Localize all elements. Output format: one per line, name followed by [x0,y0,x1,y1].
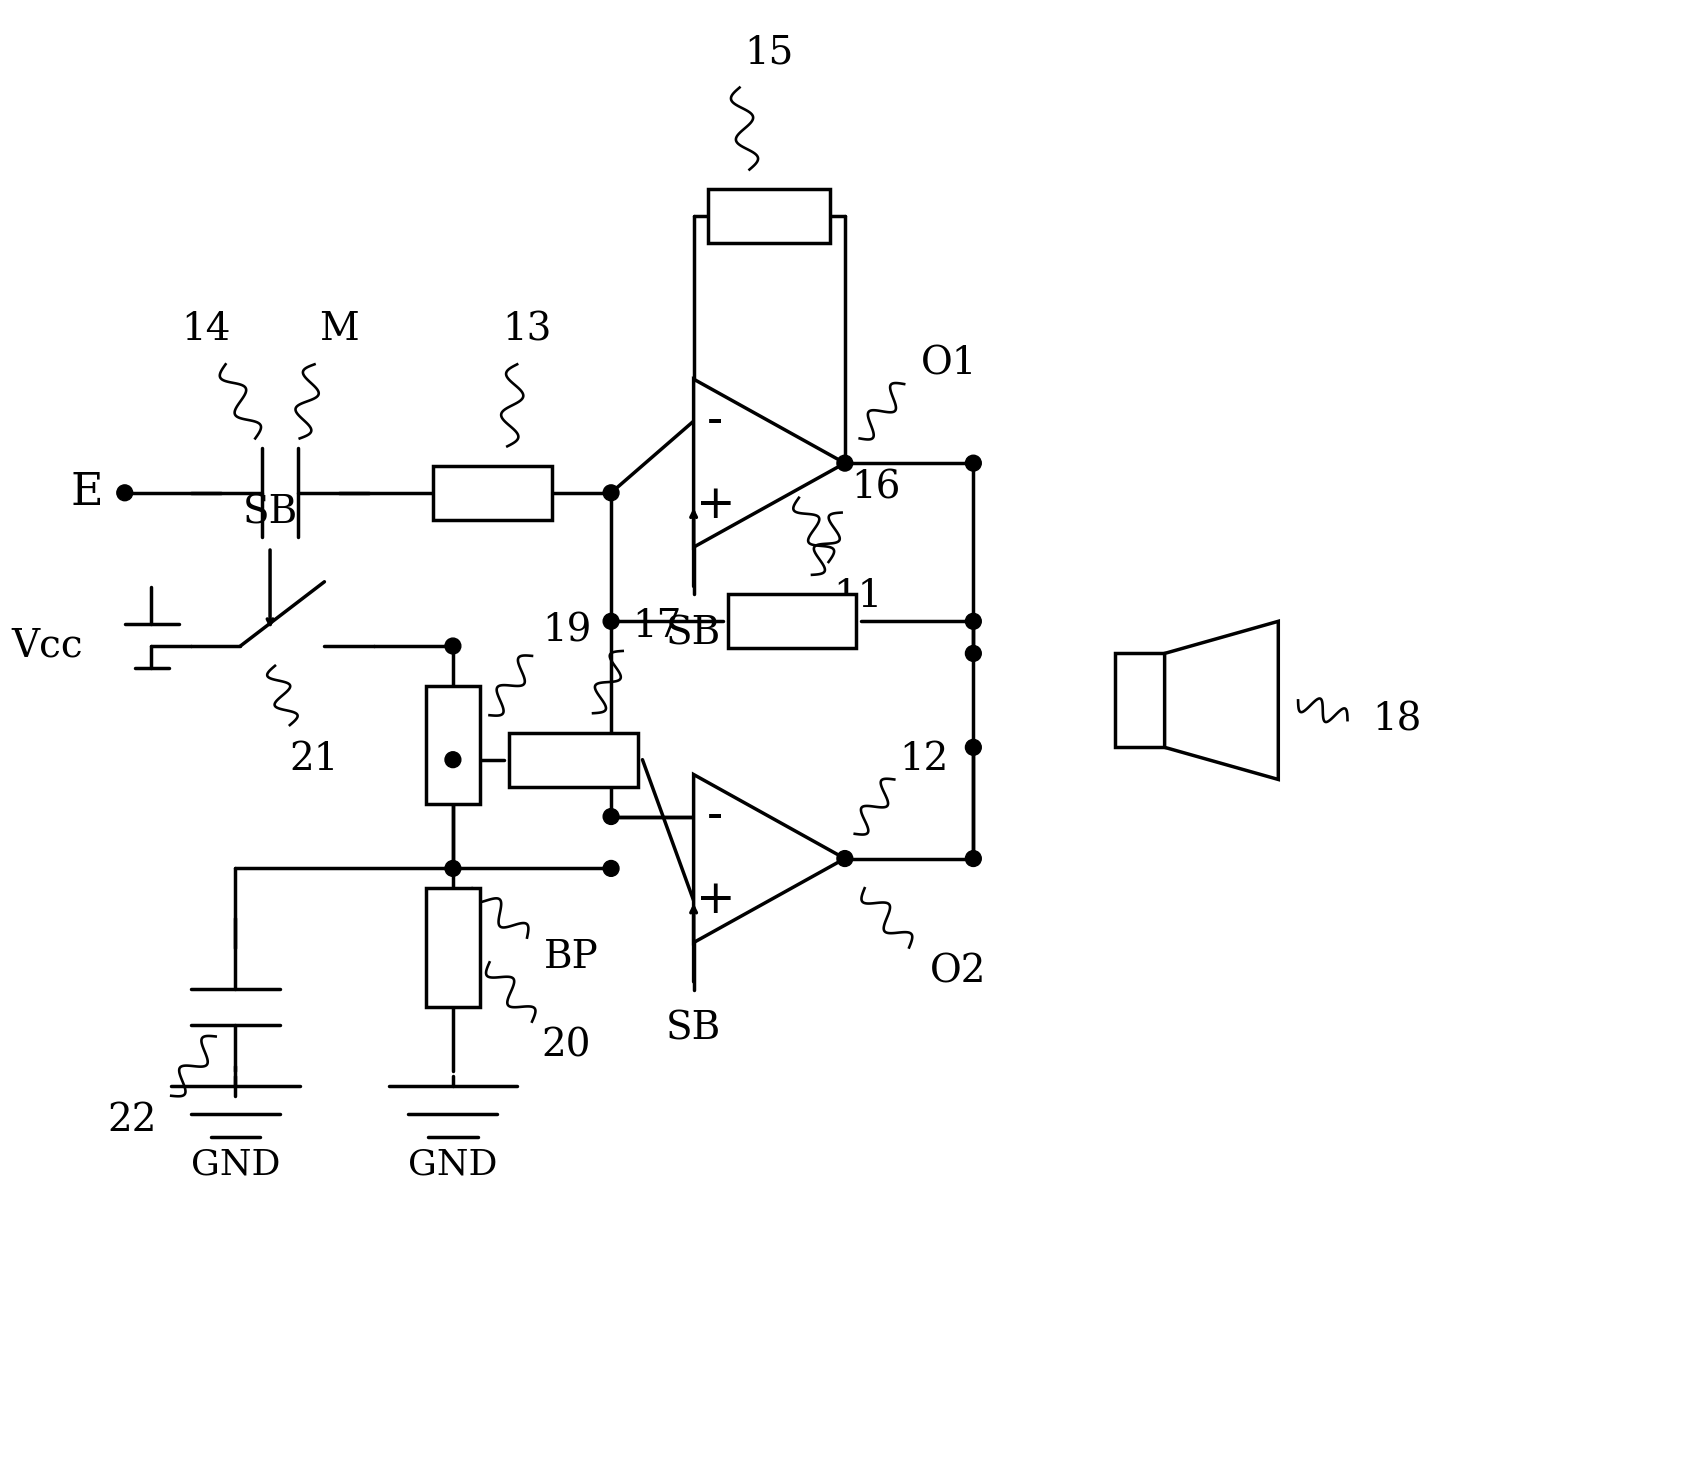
Circle shape [965,613,981,629]
Circle shape [446,752,461,768]
Bar [1115,654,1164,748]
Text: O2: O2 [930,954,987,991]
Polygon shape [1164,622,1278,780]
Circle shape [965,739,981,755]
Circle shape [965,456,981,471]
Text: 18: 18 [1373,702,1421,739]
Text: 20: 20 [542,1028,592,1064]
Text: 22: 22 [108,1102,156,1139]
Text: 14: 14 [182,311,230,349]
Circle shape [604,613,619,629]
Circle shape [965,850,981,866]
Bar [434,466,552,520]
Circle shape [604,861,619,877]
Polygon shape [693,774,844,943]
Circle shape [604,809,619,824]
Text: 11: 11 [834,578,883,616]
Text: Vcc: Vcc [12,627,82,664]
Circle shape [116,485,133,501]
Bar [708,189,829,243]
Circle shape [446,638,461,654]
Text: 17: 17 [632,608,681,645]
Circle shape [838,456,853,471]
Text: O1: O1 [920,346,977,383]
Text: 19: 19 [542,613,592,649]
Text: BP: BP [545,938,599,976]
Text: 21: 21 [289,742,340,778]
Polygon shape [693,380,844,547]
Bar [510,733,637,787]
Text: 15: 15 [745,34,794,72]
Circle shape [838,850,853,866]
Circle shape [446,861,461,877]
Text: E: E [71,471,104,515]
Text: SB: SB [666,616,722,652]
Text: SB: SB [666,1010,722,1048]
Text: M: M [320,311,360,349]
Circle shape [965,645,981,661]
Bar [728,594,856,648]
Text: SB: SB [242,494,298,531]
Text: +: + [696,878,735,924]
Text: 12: 12 [900,742,949,778]
Bar [426,888,479,1007]
Text: 16: 16 [851,469,902,506]
Text: -: - [708,795,723,839]
Text: -: - [708,399,723,444]
Text: GND: GND [409,1148,498,1182]
Text: GND: GND [190,1148,281,1182]
Bar [426,686,479,805]
Text: +: + [696,482,735,528]
Circle shape [604,485,619,501]
Text: 13: 13 [503,311,552,349]
